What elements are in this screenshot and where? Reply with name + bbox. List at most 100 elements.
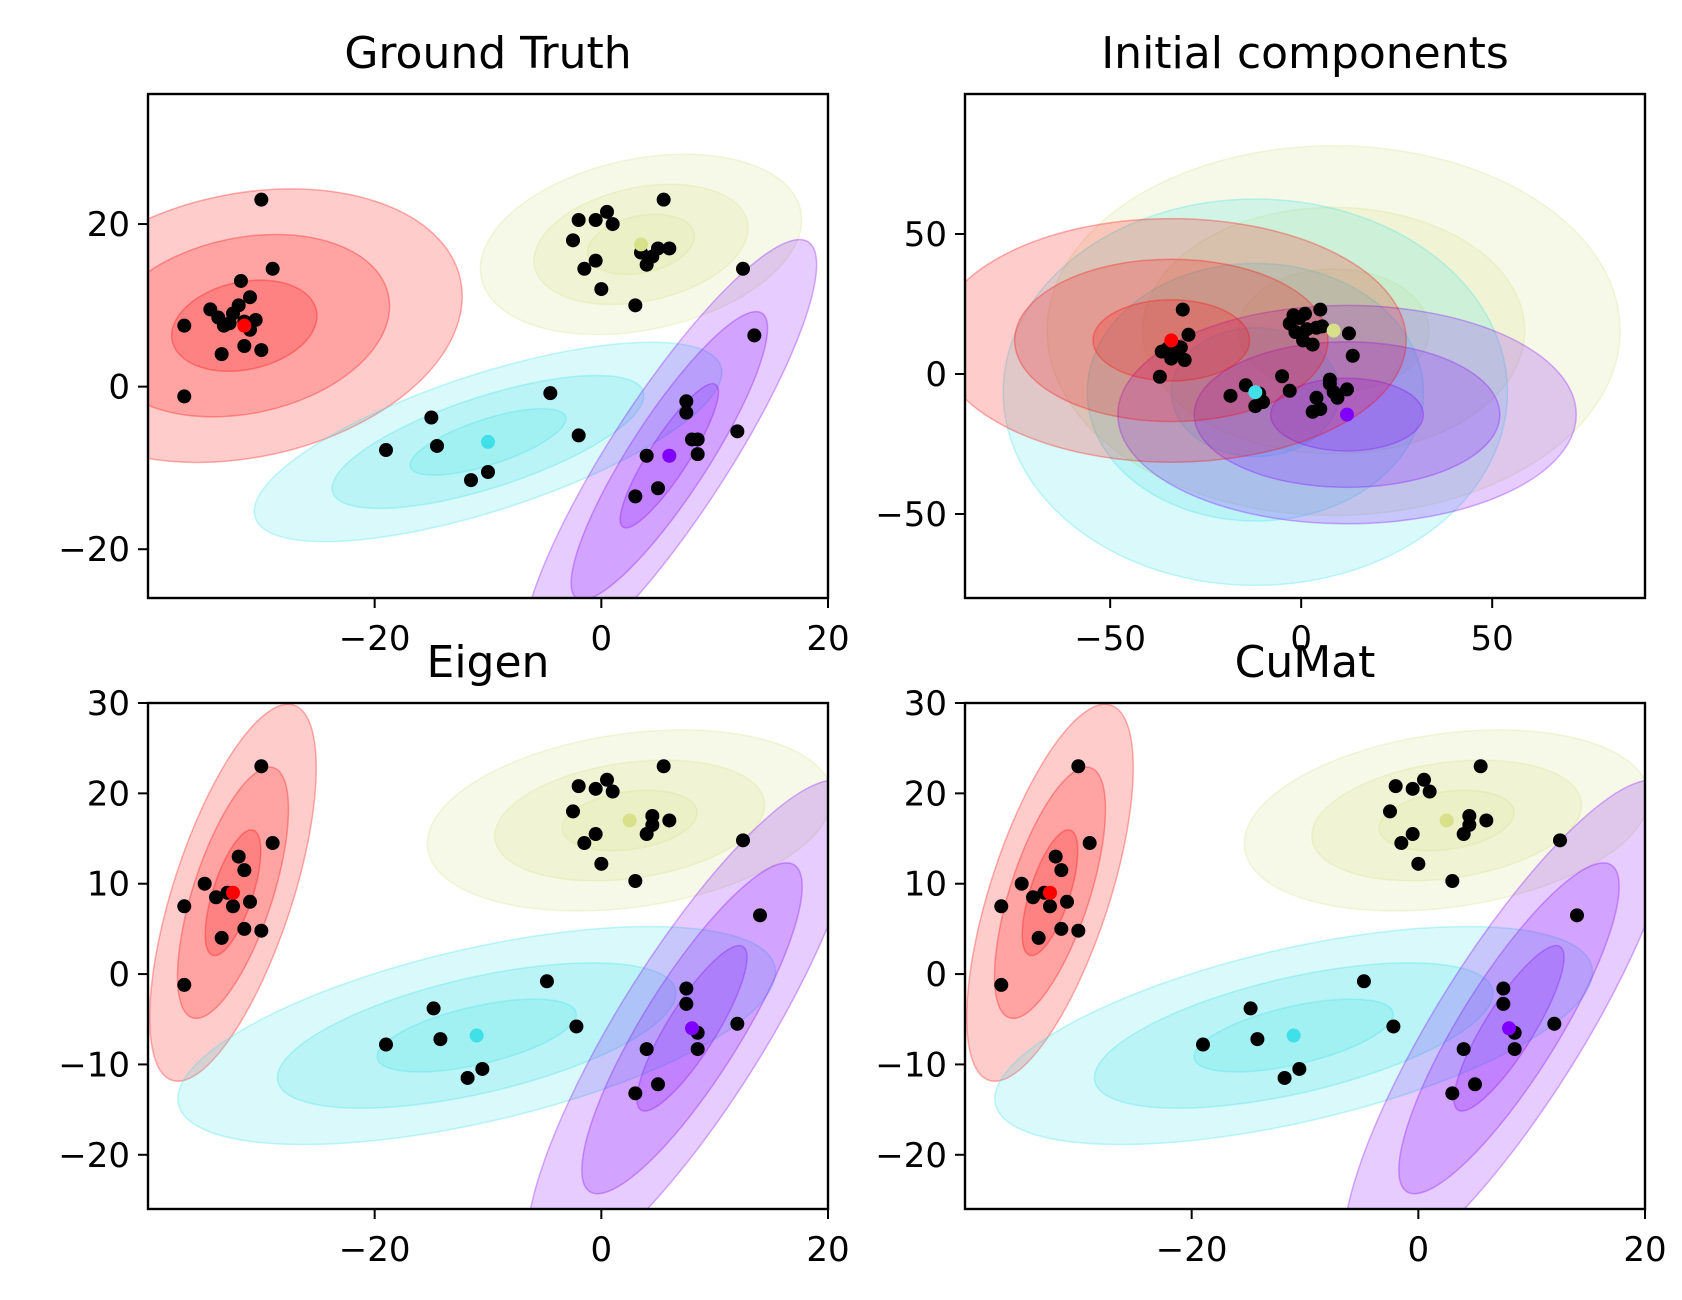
- data-point: [600, 772, 614, 787]
- panel-title: Ground Truth: [344, 28, 631, 79]
- data-point: [1305, 337, 1320, 352]
- x-tick-label: 20: [806, 619, 849, 659]
- data-point: [1060, 894, 1074, 909]
- data-point: [177, 389, 192, 404]
- data-point: [1479, 813, 1494, 828]
- y-tick-label: 10: [904, 865, 947, 905]
- data-point: [1473, 759, 1488, 774]
- data-point: [233, 273, 248, 288]
- data-point: [237, 921, 252, 936]
- data-point: [464, 473, 478, 488]
- data-point: [1405, 827, 1420, 842]
- data-point: [265, 836, 280, 851]
- data-point: [1445, 874, 1460, 889]
- data-point: [1383, 804, 1397, 819]
- data-point: [645, 817, 660, 832]
- data-point: [1054, 921, 1069, 936]
- data-point: [600, 204, 614, 219]
- data-point: [1468, 1077, 1482, 1092]
- data-point: [1496, 981, 1511, 996]
- panel-title: Eigen: [427, 637, 550, 688]
- data-point: [656, 759, 671, 774]
- data-point: [1405, 781, 1420, 796]
- data-point: [566, 233, 580, 248]
- data-point: [639, 448, 654, 463]
- data-point: [588, 781, 603, 796]
- data-point: [1031, 930, 1046, 945]
- component-mean-point: [1164, 333, 1179, 348]
- data-point: [605, 217, 620, 232]
- x-tick-label: 0: [591, 619, 613, 659]
- data-point: [1462, 817, 1477, 832]
- data-point: [1386, 1019, 1401, 1034]
- x-tick-label: 20: [806, 1230, 849, 1270]
- plot-frame: [146, 701, 830, 1211]
- data-point: [662, 813, 677, 828]
- data-point: [1277, 1070, 1292, 1085]
- data-point: [237, 863, 252, 878]
- data-point: [231, 849, 246, 864]
- plot-frame: [146, 92, 830, 600]
- data-point: [426, 1001, 441, 1016]
- data-point: [571, 779, 586, 794]
- data-point: [571, 428, 586, 443]
- data-point: [679, 394, 694, 409]
- data-point: [1282, 383, 1297, 398]
- y-tick-label: 30: [904, 684, 947, 724]
- data-point: [1422, 784, 1437, 799]
- data-point: [679, 405, 694, 420]
- data-point: [588, 827, 603, 842]
- data-point: [237, 339, 252, 353]
- data-point: [588, 213, 603, 227]
- data-point: [588, 253, 603, 268]
- data-point: [1243, 1001, 1258, 1016]
- data-point: [209, 890, 223, 905]
- x-tick-label: −20: [339, 619, 411, 659]
- y-tick-label: 20: [904, 774, 947, 814]
- data-point: [994, 899, 1009, 914]
- data-point: [475, 1061, 490, 1076]
- data-point: [177, 899, 192, 914]
- data-point: [197, 876, 212, 891]
- data-point: [177, 977, 192, 992]
- data-point: [1313, 302, 1328, 317]
- data-point: [605, 784, 620, 799]
- y-tick-label: 50: [904, 215, 947, 255]
- data-point: [1292, 1061, 1307, 1076]
- data-point: [690, 432, 705, 447]
- data-point: [379, 443, 393, 458]
- data-point: [1196, 1037, 1210, 1052]
- data-point: [651, 241, 665, 256]
- component-mean-point: [1326, 323, 1341, 338]
- data-point: [1547, 1016, 1562, 1031]
- data-point: [1356, 974, 1371, 989]
- data-point: [1043, 899, 1057, 914]
- x-tick-label: 0: [1408, 1230, 1430, 1270]
- panel-initial-components: −50 0 50 −50 0 50 Initial components: [875, 28, 1647, 659]
- data-point: [1388, 779, 1403, 794]
- data-point: [1570, 908, 1584, 923]
- component-mean-point: [226, 885, 240, 900]
- x-tick-label: 50: [1471, 619, 1514, 659]
- data-point: [1411, 856, 1426, 871]
- data-point: [481, 465, 495, 479]
- data-point: [1177, 353, 1192, 367]
- data-point: [226, 899, 240, 914]
- x-tick-label: 0: [591, 1230, 613, 1270]
- y-tick-label: 30: [87, 684, 130, 724]
- x-tick-label: −50: [1074, 619, 1146, 659]
- data-point: [254, 192, 269, 207]
- x-tick-label: 0: [1290, 619, 1312, 659]
- data-point: [248, 312, 263, 327]
- data-point: [1315, 319, 1330, 334]
- data-point: [1014, 876, 1029, 891]
- data-point: [1048, 849, 1063, 864]
- y-tick-label: 10: [87, 865, 130, 905]
- data-point: [1071, 923, 1086, 938]
- component-mean-point: [634, 237, 648, 252]
- data-point: [1417, 772, 1431, 787]
- data-point: [628, 489, 643, 504]
- y-tick-label: 0: [925, 355, 947, 395]
- data-point: [736, 261, 750, 276]
- data-point: [177, 318, 192, 333]
